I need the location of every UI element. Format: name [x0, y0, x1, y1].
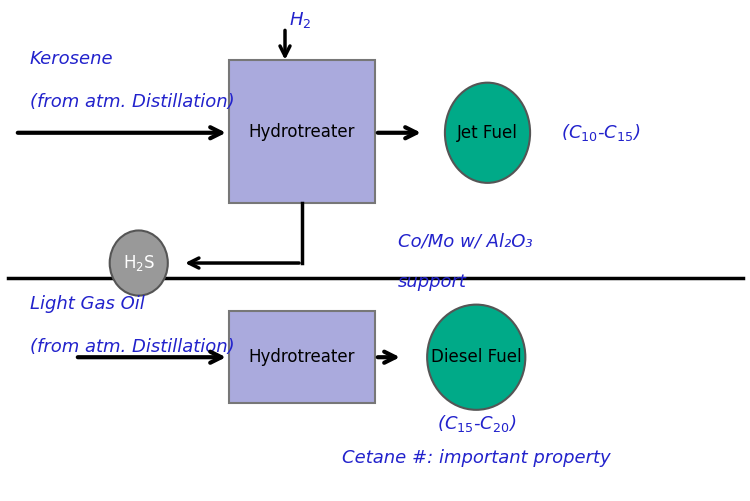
- Text: Kerosene: Kerosene: [30, 50, 114, 68]
- Text: (C$_{15}$-C$_{20}$): (C$_{15}$-C$_{20}$): [436, 413, 516, 434]
- Text: (C$_{10}$-C$_{15}$): (C$_{10}$-C$_{15}$): [561, 122, 640, 143]
- Text: support: support: [398, 273, 466, 291]
- Text: Hydrotreater: Hydrotreater: [248, 123, 356, 140]
- Text: Light Gas Oil: Light Gas Oil: [30, 295, 145, 313]
- Text: Hydrotreater: Hydrotreater: [248, 348, 356, 366]
- Text: H$_2$S: H$_2$S: [123, 253, 154, 273]
- FancyBboxPatch shape: [229, 311, 375, 403]
- Ellipse shape: [427, 305, 525, 410]
- FancyBboxPatch shape: [229, 60, 375, 203]
- Text: Diesel Fuel: Diesel Fuel: [431, 348, 521, 366]
- Text: Co/Mo w/ Al₂O₃: Co/Mo w/ Al₂O₃: [398, 232, 532, 250]
- Ellipse shape: [445, 83, 530, 183]
- Ellipse shape: [110, 230, 168, 296]
- Text: Cetane #: important property: Cetane #: important property: [342, 449, 610, 467]
- Text: H$_2$: H$_2$: [289, 10, 311, 30]
- Text: Jet Fuel: Jet Fuel: [457, 124, 518, 142]
- Text: (from atm. Distillation): (from atm. Distillation): [30, 93, 235, 111]
- Text: (from atm. Distillation): (from atm. Distillation): [30, 338, 235, 356]
